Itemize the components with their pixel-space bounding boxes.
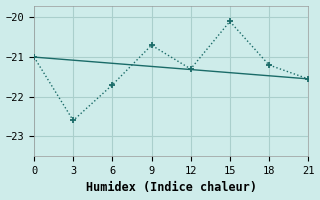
X-axis label: Humidex (Indice chaleur): Humidex (Indice chaleur) bbox=[86, 181, 257, 194]
